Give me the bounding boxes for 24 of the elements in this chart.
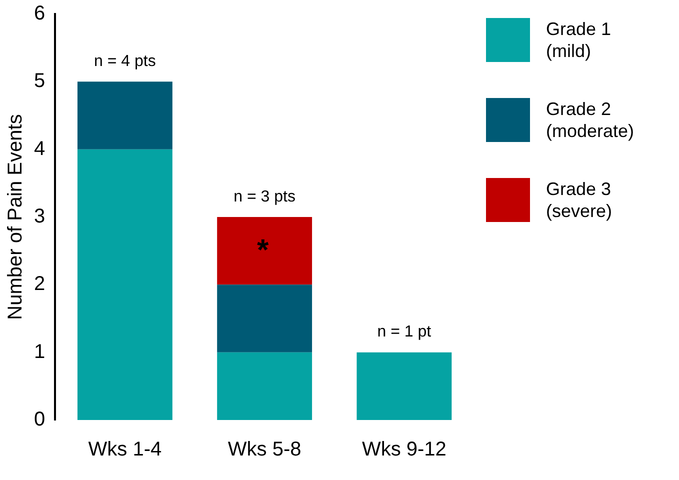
y-tick-label: 1 [34, 340, 46, 363]
y-tick-label: 3 [34, 206, 46, 228]
bar [217, 217, 312, 285]
y-tick-label: 5 [34, 70, 46, 92]
bar [356, 352, 452, 420]
y-tick-label: 4 [34, 138, 46, 160]
x-tick-label: Wks 9-12 [362, 438, 446, 461]
y-tick-label: 2 [34, 273, 46, 296]
x-tick-label: Wks 1-4 [88, 438, 162, 461]
annotation: n = 1 pt [377, 324, 432, 341]
y-tick-label: 0 [34, 408, 46, 431]
annotation: * [257, 234, 269, 267]
y-tick-label: 6 [34, 2, 46, 25]
bar [77, 82, 172, 150]
y-axis-title: Number of Pain Events [4, 114, 27, 320]
annotation: n = 3 pts [234, 188, 296, 206]
text: Grade 1 (mild) [546, 18, 612, 62]
bar [217, 352, 312, 420]
annotation: n = 4 pts [94, 53, 156, 70]
text: Grade 3 (severe) [546, 178, 614, 222]
bar [217, 284, 312, 352]
x-tick-label: Wks 5-8 [228, 438, 302, 461]
text: Grade 2 (moderate) [546, 98, 636, 142]
bar [77, 149, 172, 420]
